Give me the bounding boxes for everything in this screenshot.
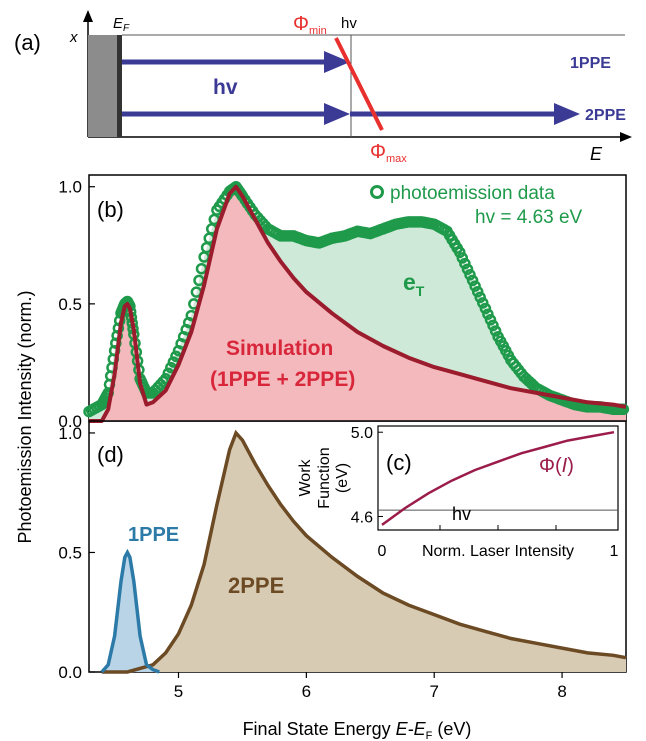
panel-b-plot <box>83 180 630 423</box>
panel-d-plot <box>100 429 627 674</box>
legend-hv-label: hv = 4.63 eV <box>475 207 583 228</box>
legend-data-marker <box>370 185 384 199</box>
data-point <box>489 325 502 337</box>
work-function-range-line <box>334 37 384 131</box>
2ppe-arrowhead-1 <box>324 103 350 125</box>
simulation-label-line1: Simulation <box>226 337 333 360</box>
1ppe-line <box>100 548 160 674</box>
vertical-axis-arrowhead <box>83 10 93 22</box>
inset-xlabel: Norm. Laser Intensity <box>422 543 574 560</box>
inset-x-tick-label: 0 <box>378 543 387 560</box>
y-tick-label: 1.0 <box>58 178 82 197</box>
hv-arrow-label: hv <box>213 76 238 99</box>
1ppe-series-label: 1PPE <box>128 524 179 546</box>
phi-curve-label: Φ(I) <box>539 455 574 477</box>
data-point <box>464 269 476 281</box>
simulation-line <box>89 184 627 423</box>
inset-ticks: 4.6 5.0 0 1 <box>351 425 619 560</box>
panel-d-x-ticks: 5 6 7 8 <box>174 672 567 701</box>
2ppe-area-fill <box>101 433 627 672</box>
y-axis-label: Photoemission Intensity (norm.) <box>15 290 35 543</box>
data-point <box>487 319 499 332</box>
simulation-label-line2: (1PPE + 2PPE) <box>210 368 355 391</box>
x-tick-label: 6 <box>302 682 311 701</box>
y-tick-label: 0.5 <box>58 295 82 314</box>
inset-hv-label: hv <box>452 504 471 524</box>
1ppe-area-fill <box>101 552 160 672</box>
eT-annotation: eT <box>403 269 425 299</box>
simulation-area-fill <box>89 186 626 421</box>
axis-x-label: x <box>69 29 78 46</box>
panel-a: (a) x E EF hv hv 1PPE 2PPE Φmin Φmax <box>14 10 632 165</box>
inset-plot <box>378 430 618 526</box>
panel-d-y-ticks: 0.0 0.5 1.0 <box>58 424 95 682</box>
inset-y-tick-label: 5.0 <box>351 425 373 442</box>
inset-y-tick-label: 4.6 <box>351 509 373 526</box>
x-tick-label: 7 <box>429 682 438 701</box>
phi-max-label: Φmax <box>370 141 407 165</box>
2ppe-label: 2PPE <box>585 107 626 124</box>
energy-axis-label: E <box>590 144 603 164</box>
panel-c-inset: (c) Φ(I) hv Work Function (eV) Norm. Las… <box>297 425 619 560</box>
energy-axis-arrowhead <box>620 132 632 142</box>
data-point <box>484 314 497 326</box>
data-point <box>469 280 481 292</box>
data-point <box>459 257 471 270</box>
hv-top-label: hv <box>341 15 357 32</box>
y-tick-label: 0.0 <box>58 663 82 682</box>
inset-ylabel-line1: Work <box>297 458 314 496</box>
data-point <box>479 302 492 315</box>
x-tick-label: 5 <box>174 682 183 701</box>
inset-x-tick-label: 1 <box>610 543 619 560</box>
legend-data-label: photoemission data <box>390 183 555 204</box>
data-point <box>482 308 494 320</box>
data-point <box>471 285 484 298</box>
1ppe-arrowhead <box>324 51 350 73</box>
data-point <box>466 274 479 287</box>
x-tick-label: 8 <box>557 682 566 701</box>
data-point <box>474 291 486 304</box>
y-tick-label: 0.5 <box>58 543 82 562</box>
2ppe-arrowhead-2 <box>554 103 580 125</box>
inset-ylabel-line2: Function <box>316 447 333 508</box>
data-point <box>456 252 469 264</box>
panel-d-label: (d) <box>97 442 124 467</box>
y-tick-label: 1.0 <box>58 424 82 443</box>
panel-c-label: (c) <box>386 450 412 475</box>
work-function-curve <box>381 430 615 526</box>
data-point <box>461 263 474 275</box>
data-point <box>454 246 466 259</box>
metal-block <box>88 35 118 137</box>
2ppe-line <box>101 429 627 674</box>
ef-label: EF <box>113 15 130 34</box>
panel-a-label: (a) <box>14 30 41 55</box>
panel-b-label: (b) <box>97 197 124 222</box>
phi-min-label: Φmin <box>293 13 327 37</box>
panel-b: (b) photoemission data hv = 4.63 eV eT S… <box>58 174 630 431</box>
y-tick-label: 0.0 <box>58 412 82 431</box>
fermi-edge <box>117 35 122 137</box>
panel-b-y-ticks: 0.0 0.5 1.0 <box>58 178 95 431</box>
x-axis-label: Final State Energy E-EF (eV) <box>243 719 472 741</box>
1ppe-label: 1PPE <box>570 55 611 72</box>
inset-ylabel-line3: (eV) <box>334 463 351 493</box>
data-point <box>477 297 489 309</box>
panel-d: (d) 1PPE 2PPE 0.0 0.5 1.0 5 6 7 8 Final State… <box>58 420 627 741</box>
2ppe-series-label: 2PPE <box>228 573 284 598</box>
inset-background <box>378 426 618 530</box>
